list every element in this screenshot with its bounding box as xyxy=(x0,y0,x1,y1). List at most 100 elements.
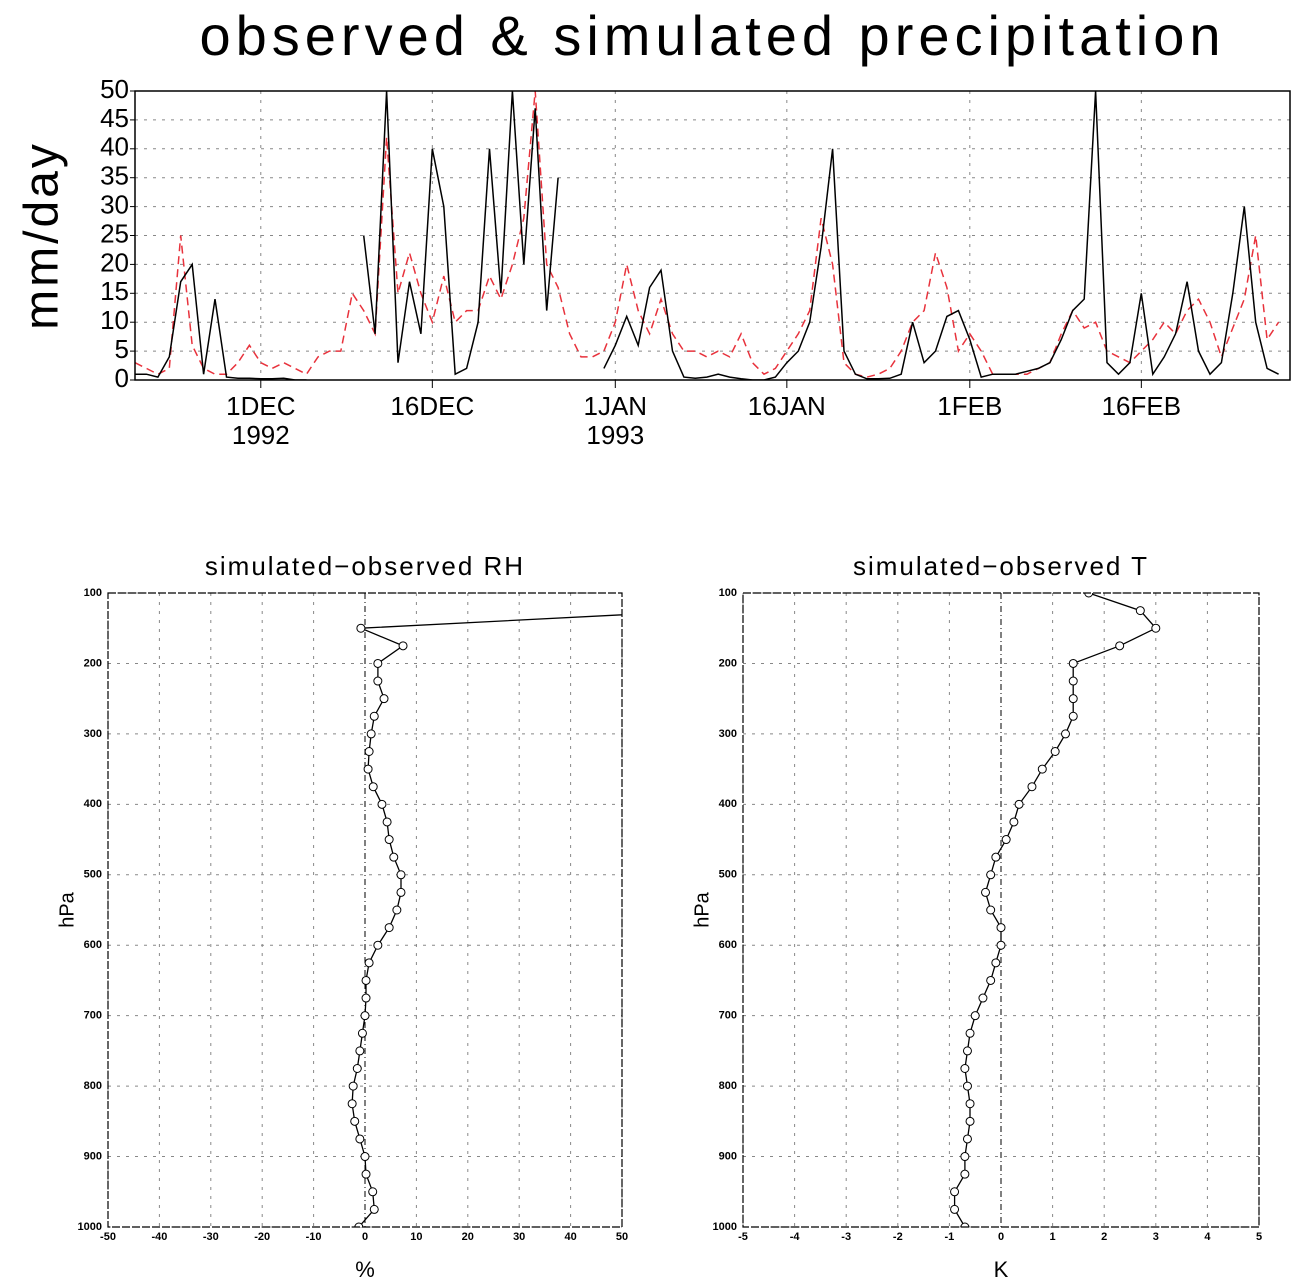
x-tick-label: -5 xyxy=(738,1231,748,1243)
y-axis-label: hPa xyxy=(691,891,713,927)
profile-point xyxy=(996,923,1006,933)
profile-point xyxy=(960,1222,970,1227)
y-tick-label: 5 xyxy=(115,334,129,364)
profile-point xyxy=(348,1081,358,1091)
y-tick-label: 25 xyxy=(100,218,129,248)
profile-point xyxy=(960,1064,970,1073)
x-tick-label: -3 xyxy=(841,1231,851,1243)
x-tick-label: 20 xyxy=(462,1231,474,1243)
y-tick-label: 35 xyxy=(100,161,129,191)
profile-point xyxy=(965,1116,975,1126)
plot-frame xyxy=(742,592,1260,1228)
y-tick-label: 10 xyxy=(100,305,129,335)
profile-point xyxy=(355,1046,365,1056)
profile-point xyxy=(356,623,366,633)
profile-point xyxy=(361,1169,371,1179)
y-tick-label: 100 xyxy=(719,587,737,599)
profile-point xyxy=(1084,593,1094,598)
profile-point xyxy=(1068,658,1078,668)
x-tick-label: 0 xyxy=(362,1231,368,1243)
profile-point xyxy=(396,887,406,897)
x-tick-label: -10 xyxy=(306,1231,322,1243)
profile-point xyxy=(965,1028,975,1038)
x-tick-label: 2 xyxy=(1101,1231,1107,1243)
profile-point xyxy=(355,1134,365,1144)
profile-point xyxy=(379,694,389,704)
profile-point xyxy=(996,940,1006,950)
profile-point xyxy=(981,887,991,897)
x-axis-label: % xyxy=(355,1257,375,1282)
x-tick-label: 1 xyxy=(1050,1231,1056,1243)
plot-area xyxy=(950,593,1161,1227)
profile-point xyxy=(1068,676,1078,686)
profile-point xyxy=(369,711,379,721)
profile-point xyxy=(986,870,996,880)
profile-point xyxy=(396,870,406,880)
profile-line xyxy=(351,614,622,1227)
chart-title: observed & simulated precipitation xyxy=(199,4,1225,67)
x-tick-label: 1JAN xyxy=(584,391,648,421)
x-tick-label: 16FEB xyxy=(1102,391,1182,421)
x-tick-label: 16DEC xyxy=(390,391,474,421)
profile-point xyxy=(1014,799,1024,809)
x-tick-label: 30 xyxy=(513,1231,525,1243)
x-tick-label: 1DEC xyxy=(226,391,295,421)
profile-point xyxy=(360,1011,370,1021)
chart-title: simulated−observed T xyxy=(853,551,1149,581)
x-tick-label: 3 xyxy=(1153,1231,1159,1243)
y-tick-label: 40 xyxy=(100,132,129,162)
y-tick-label: 900 xyxy=(719,1150,737,1162)
profile-point xyxy=(960,1152,970,1162)
profile-point xyxy=(363,764,373,774)
profile-point xyxy=(361,993,371,1003)
y-tick-label: 45 xyxy=(100,103,129,133)
x-tick-label: -2 xyxy=(893,1231,903,1243)
x-tick-label: -4 xyxy=(790,1231,801,1243)
y-tick-label: 15 xyxy=(100,276,129,306)
profile-point xyxy=(384,835,394,845)
profile-point xyxy=(366,729,376,739)
profile-point xyxy=(350,1116,360,1126)
profile-point xyxy=(991,958,1001,968)
profile-point xyxy=(360,1152,370,1162)
y-tick-label: 400 xyxy=(84,798,102,810)
profile-point xyxy=(1135,606,1145,616)
profile-line xyxy=(953,593,1157,1227)
y-tick-label: 300 xyxy=(84,728,102,740)
y-tick-label: 500 xyxy=(719,869,737,881)
profile-point xyxy=(369,1204,379,1214)
profile-point xyxy=(352,1064,362,1073)
y-tick-label: 0 xyxy=(115,363,129,393)
profile-point xyxy=(392,905,402,915)
y-axis-label: mm/day xyxy=(16,141,69,330)
profile-point xyxy=(962,1046,972,1056)
profile-point xyxy=(1027,782,1037,792)
profile-point xyxy=(1068,711,1078,721)
y-axis-label: hPa xyxy=(56,891,78,927)
x-tick-label: -40 xyxy=(151,1231,167,1243)
y-tick-label: 800 xyxy=(84,1080,102,1092)
profile-point xyxy=(986,975,996,985)
y-tick-label: 50 xyxy=(100,74,129,104)
y-tick-label: 500 xyxy=(84,869,102,881)
profile-point xyxy=(384,923,394,933)
profile-point xyxy=(950,1204,960,1214)
x-tick-label: -1 xyxy=(945,1231,955,1243)
plot-frame xyxy=(107,592,623,1228)
x-tick-label: 16JAN xyxy=(748,391,826,421)
profile-point xyxy=(962,1081,972,1091)
y-tick-label: 700 xyxy=(84,1010,102,1022)
profile-point xyxy=(700,607,708,615)
x-tick-year: 1993 xyxy=(586,420,644,450)
x-tick-label: 0 xyxy=(998,1231,1004,1243)
profile-point xyxy=(373,658,383,668)
x-tick-label: 4 xyxy=(1204,1231,1211,1243)
profile-point xyxy=(368,782,378,792)
profile-point xyxy=(950,1187,960,1197)
profile-point xyxy=(347,1099,357,1109)
x-tick-label: -30 xyxy=(203,1231,219,1243)
profile-point xyxy=(373,940,383,950)
y-tick-label: 300 xyxy=(719,728,737,740)
profile-point xyxy=(960,1169,970,1179)
profile-point xyxy=(368,1187,378,1197)
